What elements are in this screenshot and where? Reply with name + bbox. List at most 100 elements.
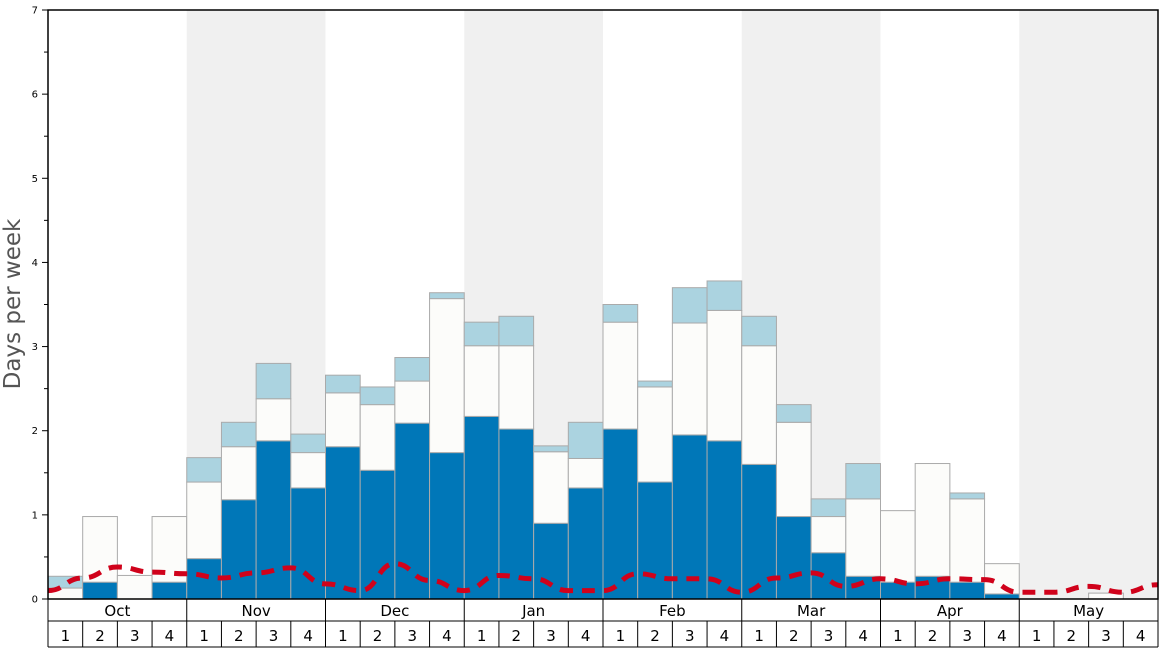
bar-segment bbox=[186, 457, 222, 483]
bar-segment bbox=[394, 357, 431, 382]
week-label: 1 bbox=[199, 627, 209, 645]
bar-segment bbox=[255, 398, 292, 442]
week-label: 1 bbox=[1032, 627, 1042, 645]
bar-segment bbox=[671, 322, 708, 436]
bar-segment bbox=[741, 315, 777, 347]
week-label: 2 bbox=[1067, 627, 1077, 645]
bar-segment bbox=[498, 428, 535, 600]
y-tick-label: 2 bbox=[32, 426, 38, 437]
y-tick-label: 0 bbox=[32, 595, 38, 606]
bar-segment bbox=[671, 434, 708, 600]
bar-segment bbox=[394, 380, 431, 424]
week-label: 4 bbox=[442, 627, 452, 645]
bar-segment bbox=[533, 451, 569, 524]
bar-segment bbox=[394, 422, 431, 600]
bar-segment bbox=[429, 298, 465, 454]
month-label: Dec bbox=[380, 602, 409, 620]
week-label: 2 bbox=[512, 627, 522, 645]
bar-segment bbox=[637, 481, 673, 600]
bar-segment bbox=[290, 452, 326, 489]
bar-segment bbox=[82, 581, 118, 600]
week-label: 2 bbox=[95, 627, 105, 645]
bar-segment bbox=[359, 404, 396, 471]
bar-segment bbox=[810, 498, 847, 518]
bar-segment bbox=[325, 446, 361, 600]
week-label: 3 bbox=[546, 627, 556, 645]
bar-segment bbox=[498, 315, 535, 347]
bar-segment bbox=[949, 498, 986, 583]
month-label: Nov bbox=[241, 602, 270, 620]
bar-segment bbox=[255, 440, 292, 600]
month-label: Jan bbox=[521, 602, 545, 620]
bar-segment bbox=[775, 421, 812, 518]
month-label: Feb bbox=[659, 602, 686, 620]
bar-segment bbox=[463, 415, 500, 600]
month-label: Apr bbox=[937, 602, 964, 620]
bar-segment bbox=[880, 510, 916, 583]
bar-segment bbox=[429, 292, 465, 300]
week-label: 4 bbox=[165, 627, 175, 645]
bar-segment bbox=[325, 392, 361, 448]
bar-segment bbox=[671, 287, 708, 324]
bar-segment bbox=[567, 421, 604, 459]
bar-segment bbox=[706, 309, 743, 442]
week-label: 2 bbox=[373, 627, 383, 645]
bar-segment bbox=[706, 280, 743, 311]
bar-segment bbox=[359, 469, 396, 600]
bar-segment bbox=[914, 463, 951, 577]
bar-segment bbox=[220, 421, 257, 448]
bar-segment bbox=[706, 440, 743, 600]
stacked-bars bbox=[47, 280, 1124, 600]
week-label: 3 bbox=[1101, 627, 1111, 645]
week-label: 1 bbox=[477, 627, 487, 645]
bar-segment bbox=[810, 516, 847, 554]
week-label: 3 bbox=[685, 627, 695, 645]
week-label: 2 bbox=[234, 627, 244, 645]
week-label: 1 bbox=[616, 627, 626, 645]
bar-segment bbox=[949, 492, 986, 500]
x-axis: Oct 1 2 3 4 Nov 1 2 3 4 Dec 1 2 3 4 Jan 1 2 3 4 Feb 1 2 3 4 Mar 1 2… bbox=[47, 599, 1159, 648]
week-label: 2 bbox=[789, 627, 799, 645]
bar-segment bbox=[602, 428, 639, 600]
week-label: 4 bbox=[720, 627, 730, 645]
bar-segment bbox=[186, 481, 222, 560]
bar-segment bbox=[637, 380, 673, 388]
bar-segment bbox=[602, 304, 639, 323]
y-axis-label: Days per week bbox=[0, 218, 26, 389]
week-label: 3 bbox=[269, 627, 279, 645]
week-label: 4 bbox=[581, 627, 591, 645]
bar-segment bbox=[984, 593, 1020, 600]
bar-segment bbox=[741, 345, 777, 465]
bar-segment bbox=[845, 498, 881, 577]
week-label: 2 bbox=[928, 627, 938, 645]
bar-segment bbox=[880, 581, 916, 600]
week-label: 1 bbox=[61, 627, 71, 645]
month-shading-bands bbox=[186, 10, 1158, 599]
y-tick-label: 6 bbox=[32, 90, 38, 101]
month-band-may bbox=[1019, 10, 1158, 599]
bar-segment bbox=[151, 581, 188, 600]
bar-segment bbox=[845, 463, 881, 500]
bar-segment bbox=[463, 321, 500, 347]
month-label: Oct bbox=[104, 602, 130, 620]
bar-segment bbox=[255, 362, 292, 400]
bar-segment bbox=[775, 404, 812, 423]
week-label: 1 bbox=[338, 627, 348, 645]
week-label: 1 bbox=[893, 627, 903, 645]
bar-segment bbox=[602, 321, 639, 430]
week-label: 4 bbox=[997, 627, 1007, 645]
bar-segment bbox=[637, 386, 673, 483]
bar-segment bbox=[533, 445, 569, 453]
bar-segment bbox=[498, 345, 535, 430]
bar-segment bbox=[463, 345, 500, 417]
week-label: 3 bbox=[407, 627, 417, 645]
bar-segment bbox=[567, 487, 604, 600]
y-axis: 0 1 2 3 4 5 6 7 bbox=[32, 6, 48, 606]
y-tick-label: 5 bbox=[32, 174, 38, 185]
bar-segment bbox=[359, 386, 396, 406]
bar-segment bbox=[949, 581, 986, 600]
week-label: 3 bbox=[962, 627, 972, 645]
bar-segment bbox=[325, 374, 361, 394]
bar-segment bbox=[116, 574, 153, 600]
